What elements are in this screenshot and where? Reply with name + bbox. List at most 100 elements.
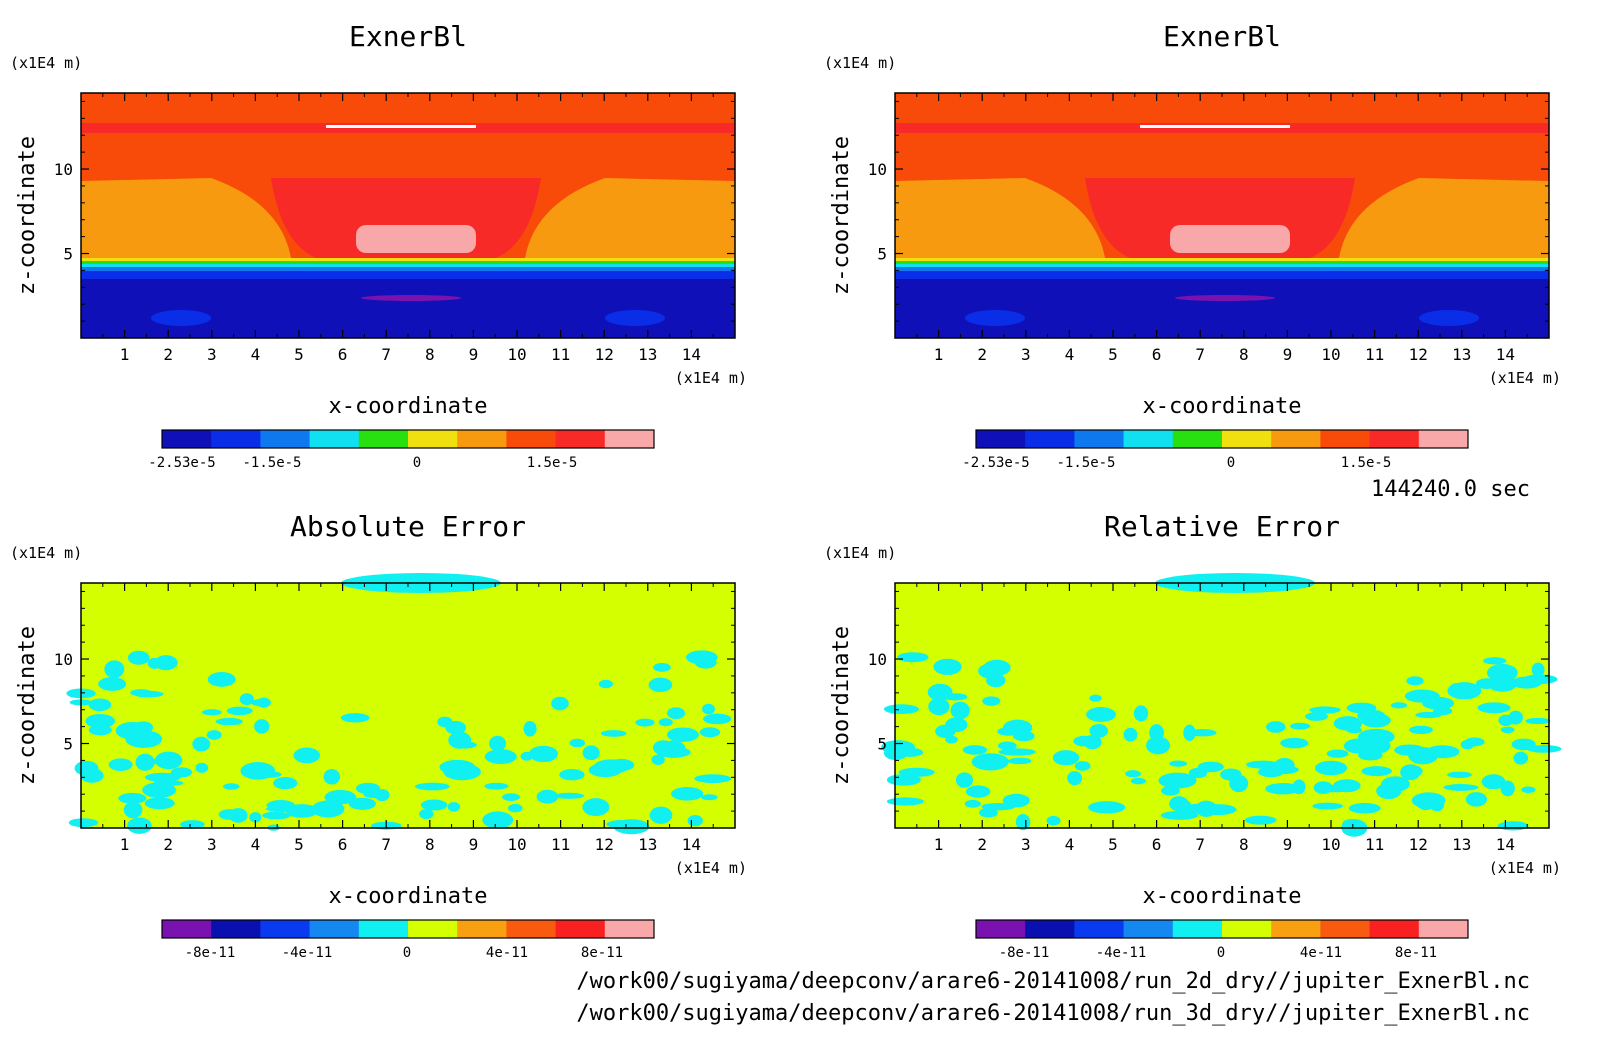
cyan-patch [374,789,390,802]
cyan-patch [667,707,686,720]
cyan-patch [1073,735,1095,747]
cyan-patch [703,713,732,725]
colorbar-swatch [506,920,557,938]
panel-title: ExnerBl [349,20,467,53]
cyan-patch [1292,779,1306,795]
colorbar-swatch [1271,430,1321,448]
cyan-patch [239,693,254,706]
cyan-patch [1046,815,1061,826]
colorbar-label: 1.5e-5 [527,455,578,471]
x-tick-label: 6 [338,345,348,364]
field-white-line [326,125,476,128]
cyan-patch [1376,782,1402,800]
colorbar-label: -2.53e-5 [148,455,215,471]
cyan-patch [445,720,466,735]
field-band-blue [81,271,735,279]
field-orange-right [1339,178,1549,258]
x-tick-label: 5 [294,835,304,854]
cyan-patch [1447,771,1473,779]
cyan-patch [1526,745,1562,753]
cyan-patch [523,721,537,737]
cyan-patch [598,679,613,689]
cyan-patch [1343,738,1373,754]
cyan-patch [582,745,600,761]
x-tick-label: 14 [682,345,701,364]
cyan-patch [1312,802,1343,810]
cyan-patch [1195,800,1218,817]
x-tick-label: 8 [425,345,435,364]
field-band-lightblue [81,267,735,271]
colorbar-label: 1.5e-5 [1341,455,1392,471]
colorbar-swatch [1025,920,1075,938]
cyan-patch [1497,821,1529,831]
cyan-patch [1089,694,1102,702]
x-tick-label: 10 [507,835,526,854]
cyan-patch [1008,757,1032,765]
field-band-yellow [895,258,1549,261]
cyan-patch [1169,760,1188,767]
colorbar-swatch [1172,430,1223,448]
y-unit-label: (x1E4 m) [10,544,82,562]
cyan-patch [207,671,236,687]
colorbar-swatch [1172,920,1223,938]
field-band-cyan [81,264,735,267]
cyan-patch [1443,784,1479,791]
colorbar-label: -4e-11 [282,945,333,961]
cyan-patch [311,800,345,818]
colorbar-label: 0 [413,455,421,471]
cyan-patch [502,793,520,802]
colorbar-swatch [1320,920,1371,938]
field-pink-center [1170,225,1290,253]
colorbar-swatch [358,430,409,448]
x-tick-label: 6 [1152,345,1162,364]
cyan-patch [98,677,127,691]
cyan-patch [1309,706,1341,714]
cyan-patch [218,809,241,820]
cyan-patch [1183,724,1196,742]
cyan-patch [1465,792,1488,807]
cyan-patch [448,731,472,749]
cyan-patch [1015,814,1031,831]
panel-1: ExnerBl(x1E4 m)1 2 3 4 5 6 7 8 9 10 11 12 13 14510(x1… [10,20,747,471]
x-tick-label: 3 [1021,345,1031,364]
cyan-patch [215,717,243,726]
x-unit-label: (x1E4 m) [675,369,747,387]
cyan-patch [88,698,112,712]
cyan-patch [1531,662,1545,678]
cyan-patch [1348,802,1381,814]
cyan-patch [324,789,357,805]
cyan-patch [997,727,1020,736]
heatmap-field [881,573,1562,837]
cyan-patch [685,650,718,665]
cyan-patch [1290,722,1311,730]
cyan-patch [154,751,183,770]
colorbar-swatch [211,920,261,938]
y-tick-label: 5 [877,245,887,264]
cyan-patch [125,730,163,748]
colorbar-label: -4e-11 [1096,945,1147,961]
cyan-patch [414,782,450,791]
cyan-patch [1521,786,1536,794]
cyan-patch [1406,676,1424,686]
cyan-patch [420,799,448,811]
y-tick-label: 10 [868,160,887,179]
cyan-patch [1229,774,1249,793]
x-tick-label: 4 [251,835,261,854]
x-axis-label: x-coordinate [329,884,488,909]
footer-file-1: /work00/sugiyama/deepconv/arare6-2014100… [576,969,1530,994]
cyan-patch [945,735,958,744]
cyan-patch [206,730,222,740]
cyan-patch [536,789,559,804]
cyan-patch [123,801,143,819]
colorbar-swatch [260,920,311,938]
cyan-patch [144,797,175,810]
cyan-patch [1500,780,1515,797]
x-tick-label: 6 [338,835,348,854]
cyan-patch [600,730,627,737]
colorbar-swatch [555,920,606,938]
cyan-patch [1449,683,1463,697]
x-unit-label: (x1E4 m) [675,859,747,877]
field-blue-blob-right [605,310,665,326]
cyan-patch [202,709,222,716]
